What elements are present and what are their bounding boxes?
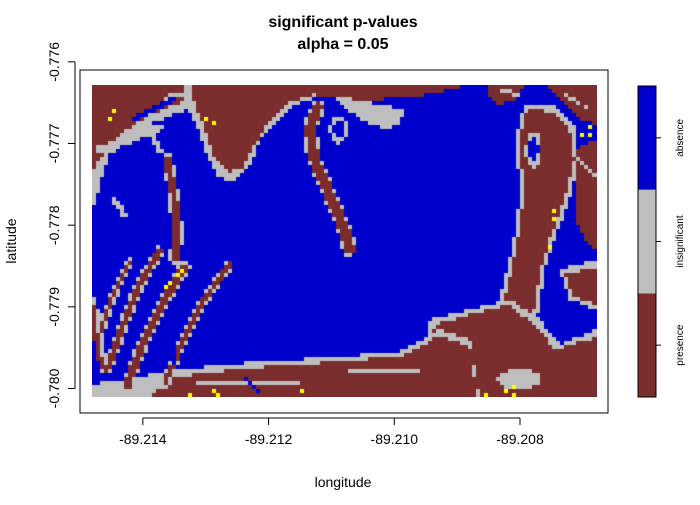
legend-swatch-presence: [638, 293, 656, 397]
legend-swatch-insignificant: [638, 189, 656, 294]
y-tick-label: -0.777: [46, 123, 62, 163]
y-tick-label: -0.780: [46, 368, 62, 408]
chart-subtitle: alpha = 0.05: [297, 36, 388, 53]
y-tick-label: -0.776: [46, 42, 62, 82]
x-tick-label: -89.208: [496, 431, 544, 447]
legend-frame: [637, 85, 657, 398]
chart-title: significant p-values: [268, 14, 417, 31]
legend: presence insignificant absence: [637, 85, 686, 398]
x-tick-label: -89.210: [371, 431, 419, 447]
raster-layer: [92, 85, 597, 397]
legend-label-absence: absence: [675, 118, 686, 156]
y-axis: -0.780 -0.779 -0.778 -0.777 -0.776: [46, 42, 76, 408]
y-tick-label: -0.778: [46, 205, 62, 245]
x-axis-label: longitude: [315, 474, 372, 490]
x-tick-label: -89.214: [119, 431, 167, 447]
y-tick-label: -0.779: [46, 287, 62, 327]
legend-swatch-absence: [638, 86, 656, 190]
x-tick-label: -89.212: [245, 431, 293, 447]
raster-image: [92, 85, 597, 397]
legend-label-insignificant: insignificant: [675, 215, 686, 267]
plot-frame: [79, 69, 609, 414]
y-axis-label: latitude: [3, 218, 19, 263]
x-axis: -89.214 -89.212 -89.210 -89.208: [119, 417, 544, 447]
legend-label-presence: presence: [675, 324, 686, 366]
